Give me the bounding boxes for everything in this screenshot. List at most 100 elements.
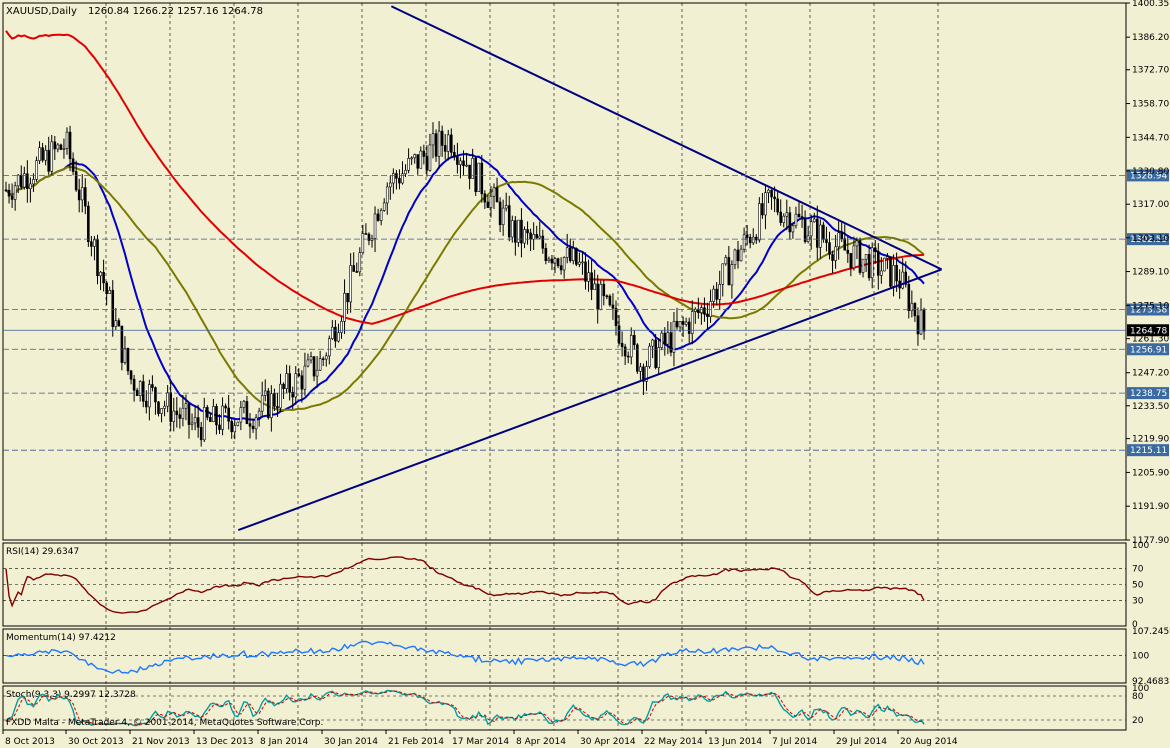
candle-body (343, 292, 346, 322)
candle-body (41, 147, 44, 161)
moving-averages (5, 30, 925, 421)
candle (480, 154, 484, 203)
candle (212, 398, 215, 423)
candle (599, 280, 603, 311)
candle-body (239, 407, 243, 423)
y-axis-label: 1205.90 (1132, 468, 1169, 478)
candle (739, 245, 743, 262)
candle-body (623, 346, 627, 357)
candle (709, 289, 712, 323)
candle-body (632, 335, 636, 346)
candle (782, 213, 786, 228)
y-axis-label: 1191.90 (1132, 502, 1169, 512)
candle (114, 308, 118, 330)
candle-body (904, 271, 908, 285)
candle (605, 294, 609, 300)
indicator-label: Stoch(9,3,3) 9.2997 12.3728 (6, 690, 136, 700)
y-axis-label: 1372.70 (1132, 66, 1169, 76)
candle-body (373, 213, 377, 239)
candle-body (184, 403, 188, 409)
candle-body (154, 387, 157, 403)
x-axis-label: 30 Apr 2014 (580, 737, 636, 747)
candle (654, 333, 657, 370)
candle-body (401, 173, 404, 184)
candle-body (352, 265, 356, 272)
candle-body (90, 241, 93, 247)
candle (395, 169, 398, 190)
candle-body (919, 309, 923, 335)
candlesticks (4, 121, 926, 447)
candle-body (520, 219, 523, 244)
trendlines[interactable] (237, 5, 943, 532)
candle-body (782, 215, 786, 223)
candle (636, 343, 639, 374)
candle-body (916, 315, 920, 335)
candle-body (614, 307, 618, 327)
candle (544, 243, 548, 265)
candle-body (535, 234, 539, 239)
candle-body (169, 392, 172, 422)
level-label-bg (1127, 303, 1169, 316)
candle-body (395, 173, 398, 179)
candle (294, 366, 298, 405)
candle (468, 164, 471, 190)
candle-body (715, 288, 718, 300)
candle-body (712, 288, 715, 302)
candle (175, 397, 179, 428)
level-lines[interactable]: 1328.94 1302.53 1273.38 1264.78 1256.91 1238.… (3, 169, 1169, 457)
x-axis-label: 17 Mar 2014 (452, 737, 509, 747)
symbol-label: XAUUSD,Daily (6, 6, 77, 17)
candle (568, 238, 572, 263)
indicator-scale-label: 30 (1132, 596, 1144, 606)
candle-body (172, 410, 176, 422)
candle (123, 336, 127, 365)
candle (526, 221, 529, 245)
candle (471, 148, 474, 179)
candle-body (190, 422, 194, 425)
candle (443, 133, 447, 160)
candle (773, 186, 776, 213)
candle (291, 386, 295, 410)
candle (407, 148, 410, 174)
candle (184, 394, 188, 421)
candle (108, 286, 111, 294)
candle-body (440, 130, 444, 146)
candle-body (565, 247, 569, 258)
candle (154, 386, 157, 415)
candle-body (126, 348, 130, 372)
candle (446, 129, 450, 161)
candle (53, 135, 57, 160)
candle (834, 234, 837, 269)
candle (593, 269, 596, 290)
candle-body (227, 407, 230, 422)
candle (504, 192, 508, 212)
candle (666, 321, 670, 355)
candle-body (840, 232, 844, 239)
candle (724, 254, 728, 266)
candle-body (276, 406, 279, 409)
candle-body (456, 156, 459, 165)
candle-body (843, 238, 847, 251)
candle (141, 374, 145, 408)
candle (297, 368, 301, 378)
candle (831, 250, 834, 274)
candle (700, 305, 703, 325)
candle (163, 400, 166, 417)
candle (13, 181, 17, 211)
candle-body (477, 162, 481, 192)
candle (550, 254, 554, 271)
candle-body (364, 233, 368, 235)
candle (334, 320, 337, 348)
candle (239, 400, 243, 431)
candle-body (334, 326, 337, 342)
candle-body (236, 421, 240, 426)
candle (434, 129, 438, 162)
candle-body (504, 205, 508, 209)
x-axis-label: 8 Oct 2013 (5, 737, 55, 747)
ma-mid-line (5, 165, 925, 412)
candle-body (581, 261, 584, 264)
candle-body (291, 392, 295, 398)
candle (38, 141, 41, 165)
candle (876, 243, 880, 290)
